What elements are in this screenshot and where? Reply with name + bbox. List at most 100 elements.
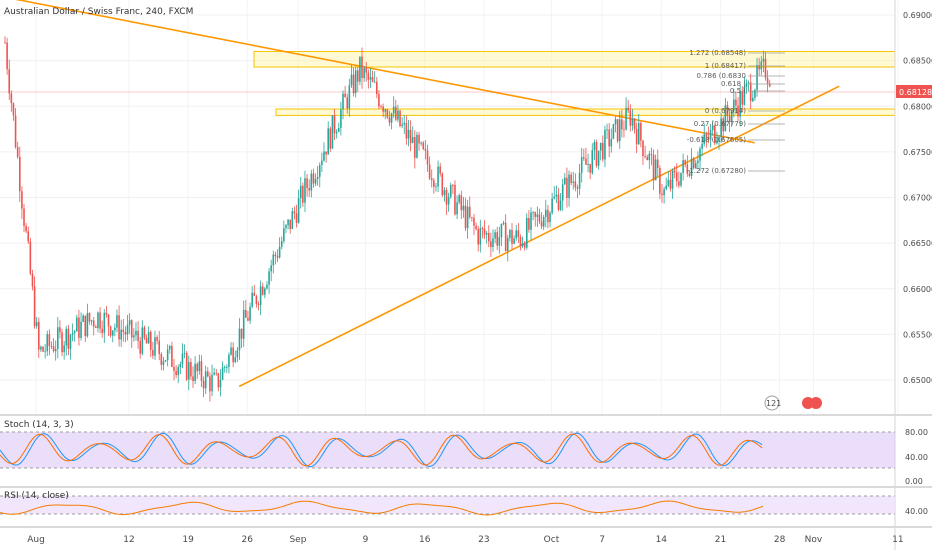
candle-body: [219, 379, 222, 388]
time-tick: 7: [599, 535, 605, 545]
candle-body: [111, 330, 114, 336]
candle-body: [133, 335, 135, 338]
candle-body: [612, 124, 615, 139]
candle-body: [99, 312, 101, 329]
candle-body: [228, 354, 230, 367]
candle-body: [498, 237, 501, 246]
candle-body: [553, 196, 556, 199]
candle-body: [105, 312, 108, 315]
candle-body: [621, 119, 623, 130]
candle-body: [397, 110, 399, 120]
candle-body: [367, 72, 370, 80]
candle-body: [701, 143, 703, 149]
candle-body: [162, 361, 165, 365]
stoch-title[interactable]: Stoch (14, 3, 3): [4, 420, 74, 430]
candle-body: [625, 107, 627, 130]
candle-body: [242, 309, 245, 339]
fib-level-label: 0.786 (0.6830: [697, 72, 747, 80]
candle-body: [190, 362, 192, 377]
candle-body: [519, 237, 522, 247]
candle-body: [318, 165, 321, 177]
candle-body: [236, 350, 239, 358]
candle-body: [530, 212, 532, 230]
candle-body: [340, 109, 342, 128]
main-price-panel[interactable]: [0, 0, 895, 415]
candle-body: [139, 340, 141, 354]
candle-body: [154, 337, 156, 356]
candle-body: [597, 150, 600, 166]
candle-body: [321, 160, 323, 166]
candle-body: [680, 172, 682, 186]
candle-body: [616, 119, 619, 142]
candle-body: [240, 328, 243, 339]
candle-body: [251, 292, 253, 307]
candle-body: [137, 330, 139, 341]
candle-body: [631, 118, 634, 126]
candle-body: [669, 179, 672, 189]
candle-body: [671, 170, 674, 189]
candle-body: [697, 160, 699, 164]
candle-body: [101, 328, 103, 333]
candle-body: [477, 229, 479, 245]
candle-body: [521, 243, 524, 247]
candle-body: [95, 326, 97, 329]
candle-body: [644, 155, 646, 157]
candle-body: [371, 77, 374, 82]
candle-body: [287, 219, 289, 226]
candle-body: [156, 337, 158, 341]
stoch-tick-0: 0.00: [905, 477, 923, 486]
candle-body: [707, 136, 710, 140]
candle-body: [388, 117, 391, 123]
event-count[interactable]: 121: [766, 399, 781, 408]
current-price-badge: [896, 85, 932, 98]
candle-body: [80, 321, 82, 338]
candle-body: [359, 56, 361, 82]
candle-body: [293, 211, 296, 214]
candle-body: [585, 158, 587, 165]
trendline[interactable]: [3, 0, 755, 144]
candle-body: [86, 312, 89, 337]
events-badges[interactable]: 121: [764, 395, 822, 411]
candle-body: [14, 115, 17, 148]
candle-body: [382, 106, 384, 112]
candle-body: [483, 228, 486, 235]
candle-body: [141, 327, 144, 354]
candle-body: [283, 228, 285, 242]
current-price-label: 0.68128: [899, 88, 932, 97]
candle-body: [356, 70, 359, 82]
dividend-icon[interactable]: [810, 397, 822, 409]
candle-body: [699, 148, 701, 161]
candle-body: [447, 197, 450, 205]
candle-body: [40, 346, 42, 350]
rsi-title[interactable]: RSI (14, close): [4, 491, 69, 501]
candle-body: [308, 187, 310, 191]
candle-body: [16, 147, 19, 157]
rsi-panel[interactable]: RSI (14, close): [0, 491, 895, 516]
candle-body: [542, 216, 545, 227]
stoch-tick-80: 80.00: [905, 428, 928, 437]
candle-body: [213, 372, 215, 375]
candle-body: [420, 142, 422, 144]
candle-body: [124, 332, 127, 335]
candle-body: [487, 232, 490, 242]
candle-body: [627, 107, 629, 111]
trendline[interactable]: [238, 85, 840, 388]
chart-title[interactable]: Australian Dollar / Swiss Franc, 240, FX…: [4, 7, 193, 17]
candle-body: [120, 329, 122, 340]
event-icon[interactable]: [764, 395, 780, 411]
time-axis[interactable]: Aug121926Sep91623Oct7142128Nov1118: [27, 535, 932, 545]
candle-body: [268, 271, 270, 285]
time-tick: Aug: [27, 535, 45, 545]
candle-body: [183, 353, 186, 355]
stoch-panel[interactable]: Stoch (14, 3, 3): [0, 420, 895, 469]
time-tick: 11: [892, 535, 903, 545]
candle-body: [496, 232, 499, 246]
candle-body: [217, 373, 220, 388]
time-tick: 16: [419, 535, 431, 545]
candle-body: [528, 218, 530, 230]
